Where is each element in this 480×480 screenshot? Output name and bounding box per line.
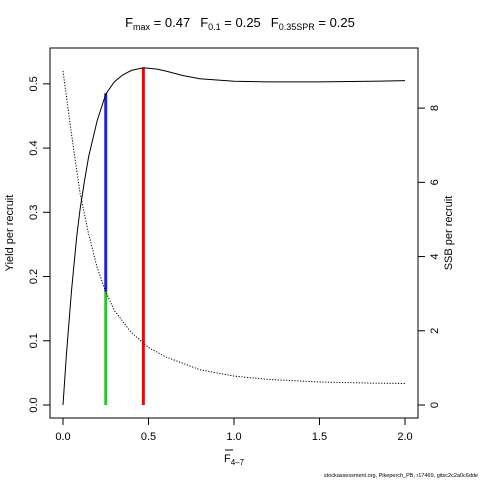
x-axis: 0.0 0.5 1.0 1.5 2.0 bbox=[55, 417, 413, 443]
title-symbol: F bbox=[200, 15, 208, 30]
y-right-tick-label: 4 bbox=[429, 253, 441, 259]
y-left-tick-label: 0.2 bbox=[28, 269, 40, 284]
y-right-tick-label: 6 bbox=[429, 179, 441, 185]
title-subscript: 0.35SPR bbox=[279, 22, 316, 32]
x-tick-label: 2.0 bbox=[397, 431, 412, 443]
title-symbol: F bbox=[271, 15, 279, 30]
y-right-axis: 0 2 4 6 8 bbox=[417, 105, 441, 408]
y-right-tick-label: 2 bbox=[429, 328, 441, 334]
x-label-subscript: 4–7 bbox=[231, 458, 245, 467]
footer-source-note: stockassessment.org, Pikeperch_PB, r1746… bbox=[323, 473, 478, 479]
x-tick-label: 1.5 bbox=[312, 431, 327, 443]
title-symbol: F bbox=[125, 15, 133, 30]
y-right-axis-label: SSB per recruit bbox=[443, 196, 455, 271]
title-subscript: 0.1 bbox=[208, 22, 221, 32]
y-left-tick-label: 0.3 bbox=[28, 205, 40, 220]
title-value: = 0.25 bbox=[221, 15, 261, 30]
y-left-tick-label: 0.1 bbox=[28, 333, 40, 348]
ssb-per-recruit-line bbox=[62, 70, 406, 384]
title-subscript: max bbox=[133, 22, 151, 32]
x-axis-label: F4–7 bbox=[224, 453, 245, 467]
chart-title: Fmax = 0.47 F0.1 = 0.25 F0.35SPR = 0.25 bbox=[125, 15, 355, 32]
y-left-axis: 0.0 0.1 0.2 0.3 0.4 0.5 bbox=[28, 76, 51, 413]
title-value: = 0.25 bbox=[315, 15, 355, 30]
y-left-tick-label: 0.5 bbox=[28, 76, 40, 91]
y-left-axis-label: Yield per recruit bbox=[4, 195, 16, 272]
title-value: = 0.47 bbox=[150, 15, 190, 30]
y-left-tick-label: 0.4 bbox=[28, 140, 40, 155]
series-group bbox=[62, 67, 406, 406]
x-tick-label: 1.0 bbox=[226, 431, 241, 443]
y-right-tick-label: 8 bbox=[429, 105, 441, 111]
reference-lines bbox=[104, 67, 145, 405]
y-right-tick-label: 0 bbox=[429, 402, 441, 408]
x-tick-label: 0.5 bbox=[141, 431, 156, 443]
y-left-tick-label: 0.0 bbox=[28, 397, 40, 412]
yield-per-recruit-line bbox=[62, 67, 406, 406]
x-tick-label: 0.0 bbox=[55, 431, 70, 443]
x-label-symbol: F bbox=[224, 453, 231, 465]
